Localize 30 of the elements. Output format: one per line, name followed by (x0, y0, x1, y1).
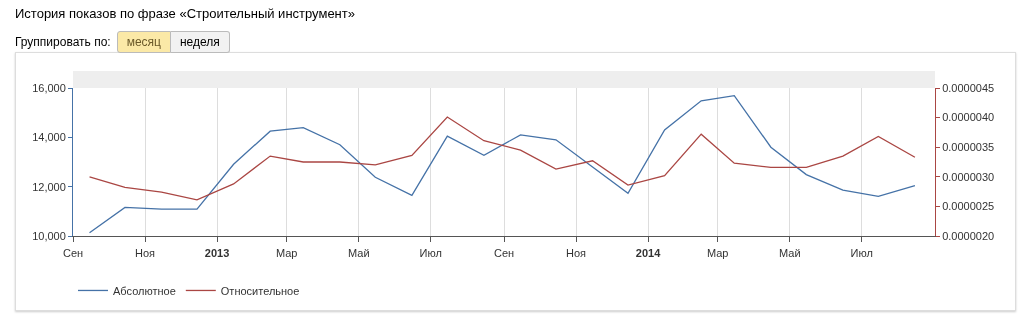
x-tick-label: Сен (62, 247, 84, 260)
y2-tick-label: 0.0000020 (942, 229, 995, 242)
x-tick-label: Сен (493, 247, 515, 260)
chart-title: История показов по фразе «Строительный инструмент» (15, 6, 355, 21)
x-tick-label: 2013 (204, 247, 230, 260)
x-tick-label: Июл (419, 247, 442, 260)
text: месяц (116, 31, 171, 53)
x-tick-label: Май (347, 247, 370, 260)
line-series (88, 116, 916, 201)
line-series (88, 95, 916, 234)
y2-tick-label: 0.0000035 (942, 141, 995, 154)
x-tick-label: Мар (706, 247, 729, 260)
y-tick-label: 16,000 (32, 81, 66, 94)
y-tick-label: 14,000 (32, 131, 66, 144)
legend-label: Относительное (220, 284, 300, 297)
x-tick-label: Ноя (135, 247, 156, 260)
y-tick-label: 10,000 (32, 229, 66, 242)
y2-tick-label: 0.0000040 (942, 111, 995, 124)
y2-tick-label: 0.0000030 (942, 170, 995, 183)
y-tick-label: 12,000 (32, 180, 66, 193)
x-tick-label: Май (778, 247, 801, 260)
text: Группировать по: (15, 35, 111, 49)
x-tick-label: Ноя (566, 247, 587, 260)
text: неделя (170, 31, 230, 53)
legend-label: Абсолютное (113, 284, 176, 297)
x-tick-label: Мар (275, 247, 298, 260)
y2-tick-label: 0.0000025 (942, 200, 995, 213)
x-tick-label: Июл (850, 247, 873, 260)
x-tick-label: 2014 (635, 247, 662, 260)
y2-tick-label: 0.0000045 (942, 81, 995, 94)
